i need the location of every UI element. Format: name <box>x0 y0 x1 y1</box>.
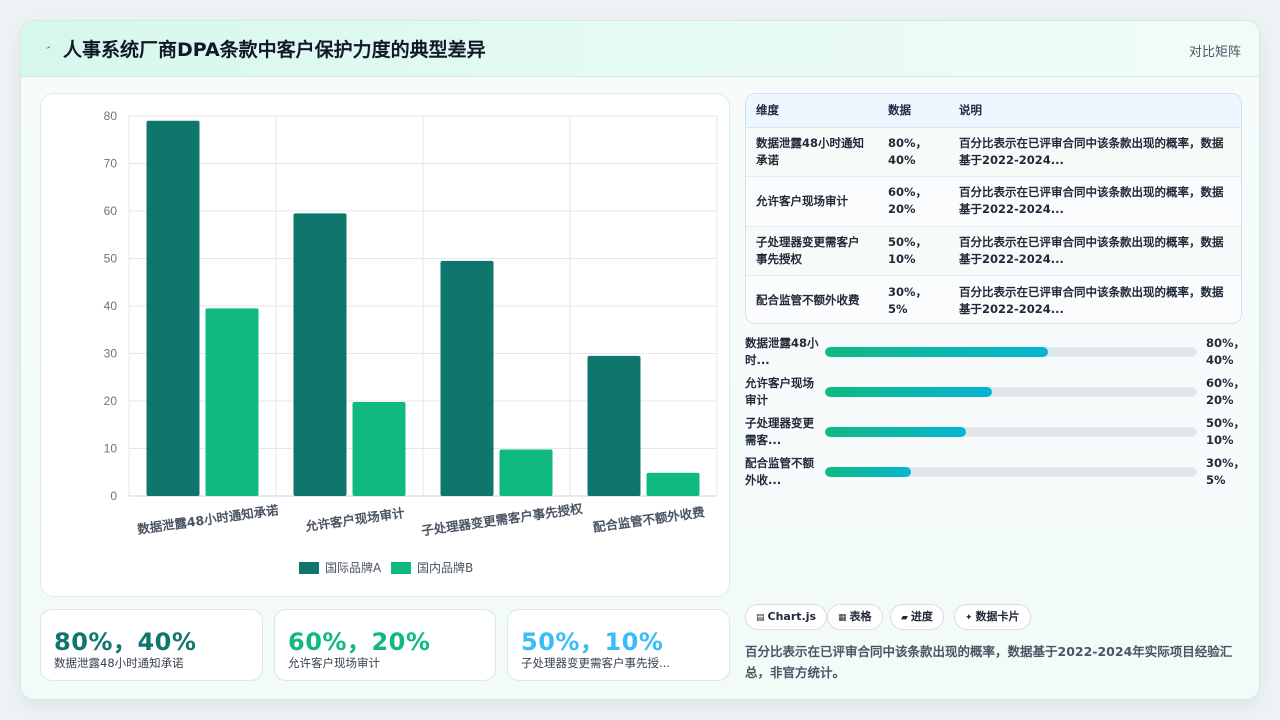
progress-icon: ▰ <box>901 613 908 623</box>
progress-value: 60%，20% <box>1206 376 1246 407</box>
chip-label: 进度 <box>910 610 933 623</box>
chip-table[interactable]: ▦ 表格 <box>827 604 883 630</box>
cell-data: 30%，5% <box>878 275 949 323</box>
stat-card-2: 60%，20% 允许客户现场审计 <box>274 609 496 681</box>
cell-dimension: 数据泄露48小时通知承诺 <box>746 127 878 177</box>
cell-data: 60%，20% <box>878 176 949 227</box>
stat-label: 允许客户现场审计 <box>288 656 380 670</box>
progress-label: 数据泄露48小时... <box>745 336 819 367</box>
progress-value: 30%，5% <box>1206 456 1246 487</box>
progress-value: 80%，40% <box>1206 336 1246 367</box>
x-tick-label: 配合监管不额外收费 <box>592 504 706 535</box>
table-row: 配合监管不额外收费 30%，5% 百分比表示在已评审合同中该条款出现的概率，数据… <box>746 275 1241 323</box>
progress-list: 数据泄露48小时... 80%，40% 允许客户现场审计 60%，20% 子处理… <box>745 335 1245 507</box>
stat-label: 子处理器变更需客户事先授... <box>521 656 670 670</box>
y-tick-label: 20 <box>104 394 118 408</box>
bar-brand-a <box>440 260 494 496</box>
stat-value: 50%，10% <box>521 628 664 656</box>
cell-data: 50%，10% <box>878 226 949 276</box>
chart-icon: ▤ <box>756 613 765 623</box>
chip-label: 表格 <box>849 610 872 623</box>
x-tick-label: 子处理器变更需客户事先授权 <box>420 501 584 539</box>
cell-dimension: 允许客户现场审计 <box>746 176 878 227</box>
stat-value: 80%，40% <box>54 628 197 656</box>
progress-row: 数据泄露48小时... 80%，40% <box>745 335 1245 371</box>
x-tick-label: 允许客户现场审计 <box>303 505 406 534</box>
progress-row: 允许客户现场审计 60%，20% <box>745 375 1245 411</box>
x-tick-label: 数据泄露48小时通知承诺 <box>135 502 280 537</box>
progress-fill <box>825 427 967 437</box>
progress-fill <box>825 347 1049 357</box>
progress-label: 允许客户现场审计 <box>745 376 814 407</box>
chip-data-cards[interactable]: ✦ 数据卡片 <box>954 604 1031 630</box>
chip-label: 数据卡片 <box>975 610 1020 623</box>
cell-description: 百分比表示在已评审合同中该条款出现的概率，数据基于2022-2024... <box>949 127 1241 177</box>
y-tick-label: 50 <box>104 252 118 266</box>
bar-brand-b <box>646 472 700 496</box>
progress-fill <box>825 387 993 397</box>
table-header-row: 维度 数据 说明 <box>746 94 1241 128</box>
progress-fill <box>825 467 911 477</box>
dashboard-card: 人事系统厂商DPA条款中客户保护力度的典型差异 对比矩阵 0 10 20 30 40 50… <box>20 20 1260 700</box>
stat-value: 60%，20% <box>288 628 431 656</box>
stat-card-1: 80%，40% 数据泄露48小时通知承诺 <box>40 609 263 681</box>
column-header: 数据 <box>878 94 949 128</box>
y-tick-label: 10 <box>104 442 118 456</box>
bolt-icon <box>43 45 54 50</box>
progress-row: 配合监管不额外收... 30%，5% <box>745 455 1245 491</box>
footnote: 百分比表示在已评审合同中该条款出现的概率，数据基于2022-2024年实际项目经… <box>745 644 1233 680</box>
cell-description: 百分比表示在已评审合同中该条款出现的概率，数据基于2022-2024... <box>949 275 1241 323</box>
progress-track <box>825 427 1197 437</box>
y-tick-label: 40 <box>104 299 118 313</box>
bar-chart: 0 10 20 30 40 50 60 70 80 数据泄露48小时通知承诺 允许客户现场审计 子处理… <box>104 109 718 575</box>
bar-brand-b <box>499 449 553 496</box>
progress-row: 子处理器变更需客... 50%，10% <box>745 415 1245 451</box>
column-header: 说明 <box>949 94 1241 128</box>
bar-brand-a <box>146 120 200 496</box>
table-icon: ▦ <box>838 613 847 623</box>
stat-card-3: 50%，10% 子处理器变更需客户事先授... <box>507 609 730 681</box>
progress-track <box>825 387 1197 397</box>
table-row: 子处理器变更需客户事先授权 50%，10% 百分比表示在已评审合同中该条款出现的… <box>746 226 1241 276</box>
progress-track <box>825 467 1197 477</box>
progress-value: 50%，10% <box>1206 416 1246 447</box>
cell-dimension: 子处理器变更需客户事先授权 <box>746 226 878 276</box>
cell-description: 百分比表示在已评审合同中该条款出现的概率，数据基于2022-2024... <box>949 226 1241 276</box>
legend-label: 国内品牌B <box>417 561 473 575</box>
legend-swatch <box>299 562 319 574</box>
table-row: 数据泄露48小时通知承诺 80%，40% 百分比表示在已评审合同中该条款出现的概… <box>746 127 1241 177</box>
y-tick-label: 80 <box>104 109 118 123</box>
page-title: 人事系统厂商DPA条款中客户保护力度的典型差异 <box>63 39 486 61</box>
cell-data: 80%，40% <box>878 127 949 177</box>
y-tick-label: 70 <box>104 157 118 171</box>
progress-label: 子处理器变更需客... <box>745 416 814 447</box>
progress-label: 配合监管不额外收... <box>745 456 814 487</box>
bar-brand-a <box>293 213 347 496</box>
table-row: 允许客户现场审计 60%，20% 百分比表示在已评审合同中该条款出现的概率，数据… <box>746 176 1241 227</box>
header-bar: 人事系统厂商DPA条款中客户保护力度的典型差异 对比矩阵 <box>21 21 1259 77</box>
data-table: 维度 数据 说明 数据泄露48小时通知承诺 80%，40% 百分比表示在已评审合… <box>745 93 1242 324</box>
chip-label: Chart.js <box>767 610 817 623</box>
cell-description: 百分比表示在已评审合同中该条款出现的概率，数据基于2022-2024... <box>949 176 1241 227</box>
stat-label: 数据泄露48小时通知承诺 <box>54 656 184 670</box>
chip-progress[interactable]: ▰ 进度 <box>890 604 944 630</box>
bar-brand-a <box>587 355 641 496</box>
legend-label: 国际品牌A <box>325 561 382 575</box>
y-tick-label: 60 <box>104 204 118 218</box>
bar-brand-b <box>205 308 259 496</box>
bar-brand-b <box>352 401 406 496</box>
sparkle-icon: ✦ <box>965 613 973 623</box>
compare-matrix-link[interactable]: 对比矩阵 <box>1188 45 1241 60</box>
legend-swatch <box>391 562 411 574</box>
bar-chart-panel: 0 10 20 30 40 50 60 70 80 数据泄露48小时通知承诺 允许客户现场审计 子处理… <box>40 93 730 597</box>
cell-dimension: 配合监管不额外收费 <box>746 275 878 323</box>
y-tick-label: 0 <box>110 489 117 503</box>
y-tick-label: 30 <box>104 347 118 361</box>
column-header: 维度 <box>746 94 878 128</box>
chip-chartjs[interactable]: ▤ Chart.js <box>745 604 828 630</box>
progress-track <box>825 347 1197 357</box>
